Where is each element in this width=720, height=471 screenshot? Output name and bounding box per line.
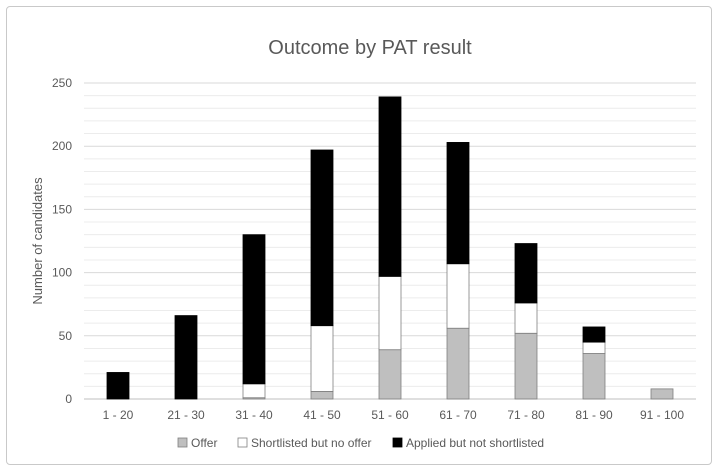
- y-tick-label: 150: [52, 202, 72, 216]
- x-tick-label: 41 - 50: [303, 408, 341, 422]
- legend-label: Shortlisted but no offer: [251, 436, 372, 450]
- y-tick-label: 200: [52, 139, 72, 153]
- legend-swatch: [392, 437, 403, 448]
- bar-segment: [446, 327, 470, 400]
- legend-label: Offer: [191, 436, 217, 450]
- bar-segment: [446, 142, 470, 265]
- legend-label: Applied but not shortlisted: [406, 436, 544, 450]
- y-tick-label: 250: [52, 76, 72, 90]
- y-tick-labels: 0 50 100 150 200 250: [52, 76, 72, 406]
- bar-segment: [582, 353, 606, 400]
- bar-segment: [514, 332, 538, 400]
- x-tick-label: 71 - 80: [507, 408, 545, 422]
- x-tick-labels: 1 - 20 21 - 30 31 - 40 41 - 50 51 - 60 61 - 7…: [103, 408, 685, 422]
- bar-segment: [242, 383, 266, 399]
- x-tick-label: 91 - 100: [640, 408, 684, 422]
- bar-segment: [650, 388, 674, 400]
- bars: [106, 96, 674, 400]
- bar-segment: [446, 263, 470, 329]
- y-tick-label: 100: [52, 266, 72, 280]
- legend-swatch: [237, 437, 248, 448]
- x-tick-label: 81 - 90: [575, 408, 613, 422]
- x-tick-label: 21 - 30: [167, 408, 205, 422]
- bar-segment: [310, 149, 334, 327]
- legend-swatch: [177, 437, 188, 448]
- bar-segment: [514, 243, 538, 304]
- bar-segment: [378, 96, 402, 277]
- bar-segment: [582, 326, 606, 343]
- bar-segment: [174, 315, 198, 400]
- bar-segment: [310, 325, 334, 392]
- chart-title: Outcome by PAT result: [268, 37, 472, 59]
- bar-segment: [514, 302, 538, 334]
- x-tick-label: 1 - 20: [103, 408, 134, 422]
- bar-segment: [378, 349, 402, 400]
- y-tick-label: 50: [59, 329, 73, 343]
- x-tick-label: 31 - 40: [235, 408, 273, 422]
- bar-segment: [242, 234, 266, 385]
- bar-segment: [378, 275, 402, 351]
- bar-segment: [582, 341, 606, 354]
- x-tick-label: 61 - 70: [439, 408, 477, 422]
- y-tick-label: 0: [65, 392, 72, 406]
- x-tick-label: 51 - 60: [371, 408, 409, 422]
- bar-segment: [106, 372, 130, 400]
- y-axis-title: Number of candidates: [30, 177, 45, 305]
- legend: Offer Shortlisted but no offer Applied but…: [177, 436, 544, 450]
- bar-segment: [310, 391, 334, 400]
